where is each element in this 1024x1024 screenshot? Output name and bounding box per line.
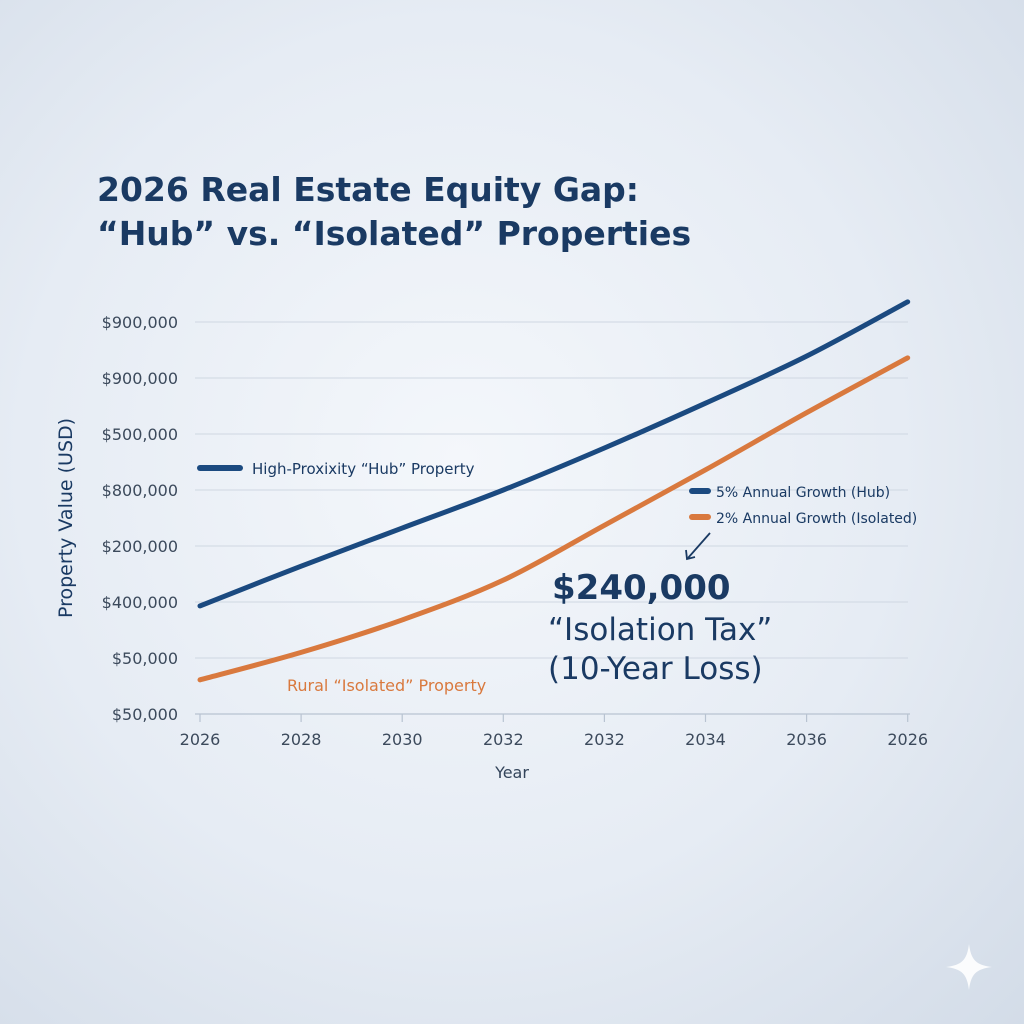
annotation-line-3: (10-Year Loss) [548,651,763,687]
legend-isolated-label: 2% Annual Growth (Isolated) [716,511,917,527]
x-tick-label: 2034 [685,730,726,749]
x-tick-label: 2032 [483,730,524,749]
y-axis-label: Property Value (USD) [55,418,77,618]
series-line-isolated [197,355,911,683]
annotation-line-2: “Isolation Tax” [548,612,772,648]
title-line-1: 2026 Real Estate Equity Gap: [97,170,639,209]
sparkle-icon [946,944,992,990]
x-tick-label: 2026 [887,730,928,749]
x-axis-label: Year [494,763,529,782]
series-label-isolated: Rural “Isolated” Property [287,676,486,695]
series-label-hub: High-Proxixity “Hub” Property [252,460,475,478]
title-line-2: “Hub” vs. “Isolated” Properties [97,214,692,253]
y-tick-label: $900,000 [102,369,178,388]
annotation-arrow [685,532,711,561]
y-tick-label: $900,000 [102,313,178,332]
x-tick-label: 2032 [584,730,625,749]
x-tick-label: 2030 [382,730,423,749]
x-tick-label: 2036 [786,730,827,749]
y-tick-label: $50,000 [112,649,178,668]
series-line-hub [197,299,911,609]
x-tick-label: 2026 [180,730,221,749]
legend-hub-label: 5% Annual Growth (Hub) [716,485,890,501]
x-tick-label: 2028 [281,730,322,749]
y-tick-label: $200,000 [102,537,178,556]
y-tick-label: $400,000 [102,593,178,612]
y-tick-label: $800,000 [102,481,178,500]
annotation-amount: $240,000 [552,568,731,608]
y-tick-label: $500,000 [102,425,178,444]
chart-title: 2026 Real Estate Equity Gap: “Hub” vs. “… [97,168,691,256]
y-tick-label: $50,000 [112,705,178,724]
